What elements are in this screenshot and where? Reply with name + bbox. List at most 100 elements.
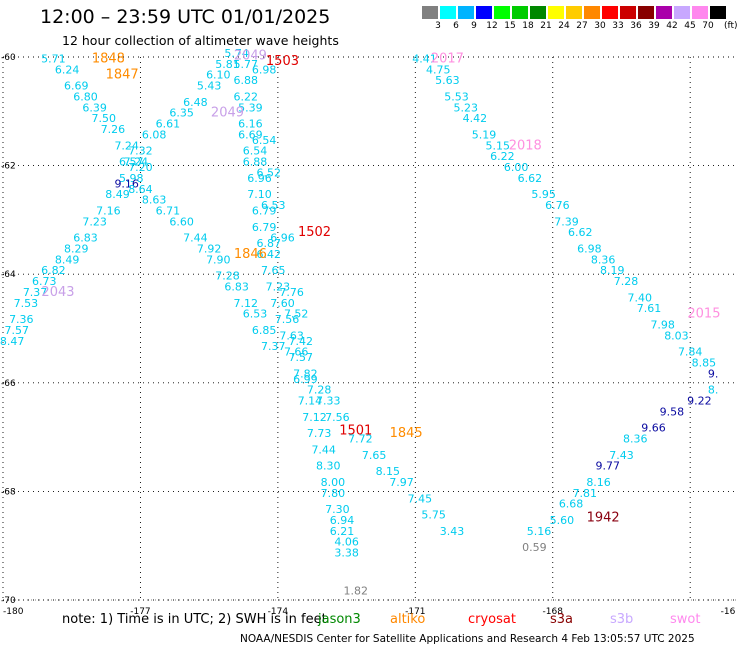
wave-height-value: 5.60 xyxy=(550,514,575,527)
wave-height-value: 7.12 xyxy=(302,411,327,424)
wave-height-value: 7.24 xyxy=(114,139,139,152)
pass-label: 1848 xyxy=(92,51,125,66)
pass-label: 2015 xyxy=(687,307,720,322)
wave-height-value: 9.16 xyxy=(114,177,139,190)
wave-height-value: 7.81 xyxy=(573,487,598,500)
wave-height-value: 6.10 xyxy=(206,69,231,82)
wave-height-value: 6.62 xyxy=(518,172,543,185)
wave-height-value: 7.28 xyxy=(614,275,639,288)
wave-height-value: 6.00 xyxy=(504,161,529,174)
wave-height-value: 6.61 xyxy=(156,118,181,131)
wave-height-value: 7.14 xyxy=(298,395,323,408)
wave-height-value: 8.49 xyxy=(55,253,80,266)
wave-height-value: 6.83 xyxy=(224,280,249,293)
wave-height-value: 7.10 xyxy=(247,188,272,201)
wave-height-value: 7.63 xyxy=(279,329,304,342)
mission-label: s3a xyxy=(550,612,574,627)
wave-height-value: 5.74 xyxy=(224,47,249,60)
mission-label: altiko xyxy=(390,612,426,627)
wave-height-value: 4.75 xyxy=(426,63,451,76)
wave-height-value: 6.24 xyxy=(55,63,80,76)
wave-height-value: 7.28 xyxy=(215,270,240,283)
wave-height-value: 8.03 xyxy=(664,329,689,342)
wave-height-value: 1.82 xyxy=(344,585,369,598)
pass-label: 2043 xyxy=(41,285,74,300)
wave-height-value: 7.24 xyxy=(124,156,149,169)
legend-swatch xyxy=(656,6,673,19)
wave-height-value: 8.64 xyxy=(128,183,153,196)
wave-height-value: 9.66 xyxy=(641,422,666,435)
lon-tick-label: -180 xyxy=(3,607,24,617)
wave-height-value: 7.26 xyxy=(101,123,126,136)
wave-height-value: 6.94 xyxy=(330,514,355,527)
credit-line: NOAA/NESDIS Center for Satellite Applica… xyxy=(240,633,695,645)
wave-height-value: 7.33 xyxy=(316,395,341,408)
wave-height-value: 5.15 xyxy=(486,139,511,152)
wave-height-value: 7.61 xyxy=(637,302,662,315)
wave-height-value: 6.98 xyxy=(577,242,602,255)
wave-height-value: 7.45 xyxy=(408,492,433,505)
wave-height-value: 5.16 xyxy=(527,525,552,538)
wave-height-value: 7.30 xyxy=(325,503,350,516)
wave-height-value: 0.59 xyxy=(522,541,547,554)
wave-height-value: 3.38 xyxy=(334,547,359,560)
legend-swatch xyxy=(638,6,655,19)
wave-height-value: 5.98 xyxy=(119,172,144,185)
wave-height-value: 8.36 xyxy=(591,253,616,266)
wave-height-value: 6.79 xyxy=(252,221,277,234)
legend-unit: (ft) xyxy=(724,21,738,31)
graticule: -180 -177 -174 -171 -168 -16 -60 -62 -64 -66 -68 -7… xyxy=(1,53,736,617)
wave-height-value: 8.49 xyxy=(105,188,130,201)
wave-height-value: 7.76 xyxy=(279,286,304,299)
pass-label: 2049 xyxy=(234,49,267,64)
legend-tick-label: 3 xyxy=(435,21,441,31)
wave-height-value: 7.23 xyxy=(266,280,291,293)
wave-height-value: 6.98 xyxy=(252,63,277,76)
wave-height-value: 6.21 xyxy=(330,525,355,538)
wave-height-value: 7.36 xyxy=(9,313,34,326)
wave-height-value: 8.15 xyxy=(376,465,401,478)
legend-swatch xyxy=(512,6,529,19)
pass-label: 1502 xyxy=(298,225,331,240)
legend-swatch xyxy=(548,6,565,19)
wave-height-value: 6.16 xyxy=(238,118,263,131)
wave-height-value: 8.00 xyxy=(321,476,346,489)
wave-height-value: 9.58 xyxy=(660,405,685,418)
lon-tick-label: -16 xyxy=(721,607,736,617)
pass-labels: 1848184720491503204915021846204320172018… xyxy=(41,49,720,526)
wave-height-value: 4.06 xyxy=(334,536,359,549)
wave-height-value: 7.50 xyxy=(92,112,117,125)
wave-height-value: 5.81 xyxy=(215,58,240,71)
legend-swatch xyxy=(494,6,511,19)
wave-height-value: 7.56 xyxy=(325,411,350,424)
legend-tick-label: 24 xyxy=(558,21,570,31)
wave-height-value: 6.85 xyxy=(252,324,277,337)
legend-swatch xyxy=(530,6,547,19)
footer-note: note: 1) Time is in UTC; 2) SWH is in fe… xyxy=(62,612,327,627)
legend-tick-label: 9 xyxy=(471,21,477,31)
wave-height-value: 6.52 xyxy=(256,166,281,179)
wave-height-value: 5.53 xyxy=(444,90,469,103)
lat-tick-label: -70 xyxy=(1,596,16,606)
legend-tick-label: 15 xyxy=(504,21,516,31)
pass-label: 1845 xyxy=(390,426,423,441)
wave-height-value: 6.68 xyxy=(559,498,584,511)
legend-tick-label: 30 xyxy=(594,21,606,31)
wave-height-value: 6.87 xyxy=(256,237,281,250)
wave-height-value: 6.88 xyxy=(243,156,268,169)
wave-height-value: 7.53 xyxy=(14,297,39,310)
wave-height-value: 9.22 xyxy=(687,395,712,408)
legend-tick-label: 27 xyxy=(576,21,588,31)
page-title: 12:00 – 23:59 UTC 01/01/2025 xyxy=(40,6,331,28)
lon-tick-label: -177 xyxy=(130,607,150,617)
wave-height-value: 8.47 xyxy=(0,335,24,348)
wave-height-value: 6.79 xyxy=(252,204,277,217)
wave-height-value: 5.43 xyxy=(197,80,222,93)
wave-height-value: 6.53 xyxy=(243,308,268,321)
legend-tick-label: 42 xyxy=(666,21,678,31)
wave-height-value: 7.97 xyxy=(389,476,414,489)
legend-swatch xyxy=(566,6,583,19)
legend-swatch xyxy=(440,6,457,19)
wave-height-value: 6.22 xyxy=(234,90,259,103)
